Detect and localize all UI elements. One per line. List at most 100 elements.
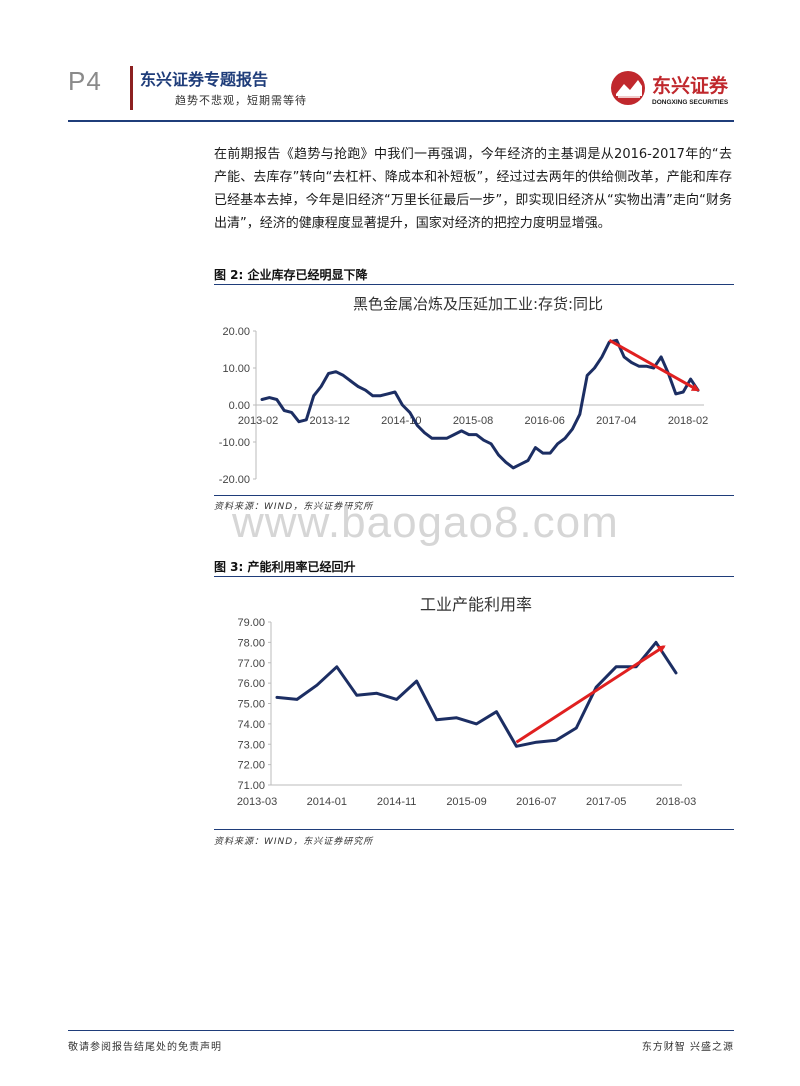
data-point xyxy=(495,710,498,713)
y-tick-label: 0.00 xyxy=(229,400,250,412)
data-point xyxy=(315,683,319,687)
data-point xyxy=(595,686,598,689)
data-point xyxy=(659,355,663,359)
y-tick-label: 75.00 xyxy=(237,699,265,711)
trend-arrow xyxy=(515,645,666,744)
data-point xyxy=(401,403,404,407)
data-point xyxy=(515,745,518,748)
data-point xyxy=(342,374,345,377)
data-point xyxy=(630,361,633,364)
y-tick-label: -10.00 xyxy=(219,437,250,449)
data-point xyxy=(395,698,398,701)
data-point xyxy=(475,722,478,726)
data-point xyxy=(305,418,308,421)
data-point xyxy=(386,392,389,396)
data-point xyxy=(534,446,537,449)
data-point xyxy=(334,370,338,373)
figure-2-bottom-rule xyxy=(214,495,734,496)
y-tick-label: 76.00 xyxy=(237,678,265,690)
inventory-yoy-chart: 黑色金属冶炼及压延加工业:存货:同比 20.00 10.00 0.00 -10.00 -2… xyxy=(219,295,708,486)
logo-text: 东兴证券 xyxy=(652,74,729,97)
data-point xyxy=(512,466,515,470)
data-point xyxy=(312,394,315,397)
data-point xyxy=(467,433,471,436)
data-point xyxy=(295,698,299,701)
intro-paragraph: 在前期报告《趋势与抢跑》中我们一再强调，今年经济的主基调是从2016-2017年… xyxy=(214,147,732,231)
company-logo: 东兴证券 DONGXING SECURITIES xyxy=(611,71,729,106)
x-tick-label: 2018-02 xyxy=(668,415,708,427)
data-point xyxy=(497,453,500,457)
x-tick-label: 2015-08 xyxy=(453,415,493,427)
figure-3-source: 资料来源：WIND，东兴证券研究所 xyxy=(214,837,374,847)
data-point xyxy=(423,431,426,434)
data-point xyxy=(541,451,545,455)
data-point xyxy=(563,437,567,440)
data-point xyxy=(593,366,596,370)
data-point xyxy=(615,339,618,342)
data-point xyxy=(349,379,352,383)
y-tick-label: 10.00 xyxy=(222,363,250,375)
data-point xyxy=(571,427,574,431)
x-tick-label: 2017-04 xyxy=(596,415,636,427)
data-point xyxy=(379,394,382,397)
data-point xyxy=(327,372,330,375)
figure-3-title: 图 3: 产能利用率已经回升 xyxy=(214,560,356,574)
x-tick-label: 2014-01 xyxy=(307,796,347,808)
watermark: www.baogao8.com xyxy=(232,498,619,547)
x-tick-label: 2014-11 xyxy=(377,796,417,808)
data-point xyxy=(260,398,264,401)
data-point xyxy=(614,665,618,669)
data-point xyxy=(555,738,558,742)
y-tick-label: 77.00 xyxy=(237,658,265,670)
data-point xyxy=(637,364,641,368)
data-point xyxy=(475,433,478,436)
y-tick-label: 72.00 xyxy=(237,760,265,772)
data-point xyxy=(622,355,626,359)
x-tick-label: 2013-03 xyxy=(237,796,277,808)
data-point xyxy=(356,385,360,388)
figure-3-bottom-rule xyxy=(214,829,734,830)
data-point xyxy=(415,424,419,427)
data-point xyxy=(290,411,293,414)
chart-title: 黑色金属冶炼及压延加工业:存货:同比 xyxy=(353,295,603,313)
report-subtitle: 趋势不悲观，短期需等待 xyxy=(175,94,307,107)
chart-title: 工业产能利用率 xyxy=(420,595,532,614)
x-tick-label: 2013-02 xyxy=(238,415,278,427)
x-tick-label: 2016-07 xyxy=(516,796,556,808)
logo-emblem-icon xyxy=(611,71,645,105)
y-tick-label: 78.00 xyxy=(237,637,265,649)
data-point xyxy=(408,411,411,414)
data-point xyxy=(415,679,418,683)
header-divider-vertical xyxy=(130,66,133,110)
data-point xyxy=(674,671,678,675)
data-point xyxy=(504,461,508,464)
data-point xyxy=(335,665,339,669)
y-tick-label: 74.00 xyxy=(237,719,265,731)
page-number: P4 xyxy=(68,66,102,96)
y-tick-label: 20.00 xyxy=(222,326,250,338)
footer-disclaimer: 敬请参阅报告结尾处的免责声明 xyxy=(68,1042,222,1053)
data-point xyxy=(645,364,648,368)
x-tick-label: 2017-05 xyxy=(586,796,626,808)
data-point xyxy=(482,438,485,442)
x-tick-label: 2013-12 xyxy=(309,415,349,427)
data-point xyxy=(556,442,559,446)
figure-2-top-rule xyxy=(214,284,734,285)
y-tick-label: 73.00 xyxy=(237,739,265,751)
data-point xyxy=(549,451,552,455)
data-point xyxy=(375,692,378,695)
series-line xyxy=(260,338,700,470)
data-point xyxy=(297,420,301,423)
figure-2-title: 图 2: 企业库存已经明显下降 xyxy=(214,268,368,282)
trend-arrow xyxy=(608,338,700,392)
y-tick-label: -20.00 xyxy=(219,474,250,486)
data-point xyxy=(275,696,279,699)
data-point xyxy=(689,377,692,381)
data-point xyxy=(393,390,397,394)
data-point xyxy=(526,459,530,462)
data-point xyxy=(489,442,493,446)
footer-divider xyxy=(68,1030,734,1031)
figure-2-source: 资料来源：WIND，东兴证券研究所 xyxy=(214,502,374,512)
data-point xyxy=(430,437,434,440)
data-point xyxy=(355,694,358,697)
